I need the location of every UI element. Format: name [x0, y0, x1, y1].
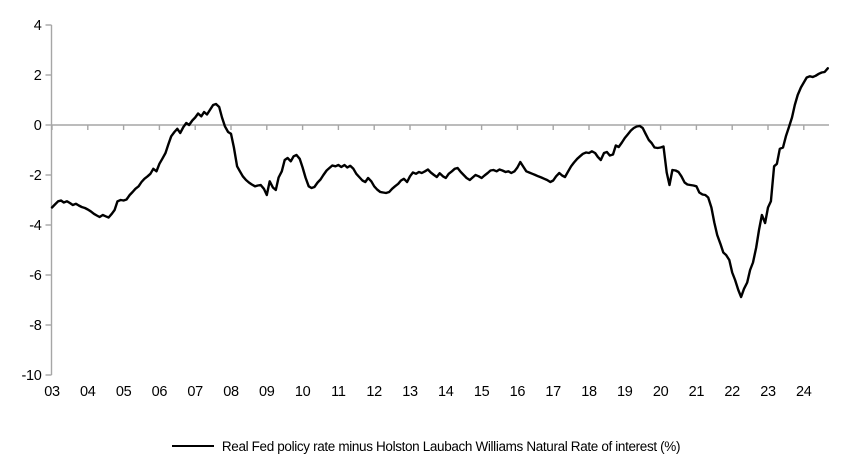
series-line [50, 67, 829, 299]
y-axis-tick-label: -10 [21, 368, 41, 384]
legend-line-swatch [171, 445, 214, 447]
x-axis-tick-label: 21 [689, 384, 705, 400]
x-axis-tick-label: 22 [724, 384, 740, 400]
x-axis-tick-label: 12 [366, 384, 382, 400]
legend-series-label: Real Fed policy rate minus Holston Lauba… [221, 438, 681, 454]
x-axis-tick-label: 24 [796, 384, 812, 400]
y-axis-tick-label: -4 [29, 218, 42, 234]
x-axis-tick-label: 09 [259, 384, 275, 400]
y-axis-tick-label: -8 [29, 318, 42, 334]
legend: Real Fed policy rate minus Holston Lauba… [0, 434, 852, 458]
x-axis-tick-label: 04 [80, 384, 96, 400]
x-axis-tick-label: 19 [617, 384, 633, 400]
x-axis-tick-label: 17 [545, 384, 561, 400]
x-axis-tick-label: 15 [474, 384, 490, 400]
y-axis-tick-label: 0 [34, 118, 42, 134]
y-axis-tick-label: 4 [34, 18, 42, 34]
x-axis-tick-label: 06 [152, 384, 168, 400]
x-axis-tick-label: 05 [116, 384, 132, 400]
x-axis-tick-label: 10 [295, 384, 311, 400]
x-axis-tick-label: 03 [44, 384, 60, 400]
y-axis-tick-label: -2 [29, 168, 42, 184]
x-axis-tick-label: 11 [331, 384, 346, 400]
x-axis-tick-label: 23 [760, 384, 776, 400]
y-axis-tick-label: 2 [34, 68, 42, 84]
x-axis-tick-label: 18 [581, 384, 597, 400]
x-axis-tick-label: 07 [187, 384, 203, 400]
x-axis-tick-label: 14 [438, 384, 454, 400]
y-axis-tick-label: -6 [29, 268, 42, 284]
x-axis-tick-label: 13 [402, 384, 418, 400]
x-axis-tick-label: 08 [223, 384, 239, 400]
x-axis-tick-label: 20 [653, 384, 669, 400]
x-axis-tick-label: 16 [510, 384, 526, 400]
